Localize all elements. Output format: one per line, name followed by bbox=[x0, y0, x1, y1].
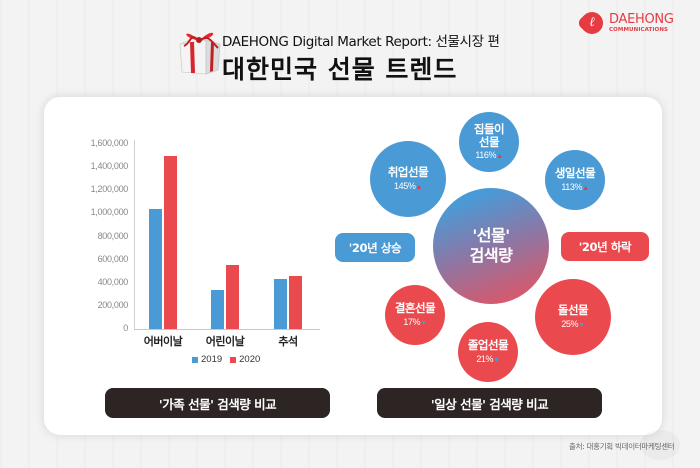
bubble-job-gift: 취업선물 145%▲ bbox=[370, 141, 446, 217]
logo-mark-icon: ℓ bbox=[576, 7, 608, 39]
down-arrow-icon: ▼ bbox=[493, 356, 500, 364]
up-arrow-icon: ▲ bbox=[415, 183, 422, 191]
brand-logo: ℓ DAEHONG COMMUNICATIONS bbox=[576, 7, 674, 39]
bar-2020 bbox=[226, 265, 239, 329]
y-tick-label: 1,400,000 bbox=[90, 161, 129, 172]
legend-item-2019: 2019 bbox=[192, 354, 222, 365]
down-arrow-icon: ▼ bbox=[578, 321, 585, 329]
bubble-wedding-gift: 결혼선물 17%▼ bbox=[385, 285, 445, 345]
bubble-first-birthday-gift: 돌선물 25%▼ bbox=[535, 279, 611, 355]
up-arrow-icon: ▲ bbox=[496, 153, 503, 161]
content-panel bbox=[44, 97, 662, 435]
family-gift-caption: '가족 선물' 검색량 비교 bbox=[105, 388, 330, 418]
logo-name: DAEHONG bbox=[609, 11, 674, 27]
report-subtitle: DAEHONG Digital Market Report: 선물시장 편 bbox=[222, 34, 500, 50]
fall-label: '20년 하락 bbox=[561, 232, 649, 261]
bubble-housewarming-gift: 집들이 선물 116%▲ bbox=[459, 112, 519, 172]
y-tick-label: 800,000 bbox=[97, 230, 129, 241]
up-arrow-icon: ▲ bbox=[582, 184, 589, 192]
bubble-graduation-gift: 졸업선물 21%▼ bbox=[458, 322, 518, 382]
bar-2019 bbox=[274, 279, 287, 329]
chart-legend: 2019 2020 bbox=[192, 354, 260, 365]
bar-2020 bbox=[164, 155, 177, 329]
legend-swatch-red bbox=[230, 356, 237, 363]
bar-2020 bbox=[289, 276, 302, 329]
center-bubble: '선물' 검색량 bbox=[433, 188, 549, 304]
down-arrow-icon: ▼ bbox=[420, 319, 427, 327]
legend-swatch-blue bbox=[192, 356, 198, 363]
header: DAEHONG Digital Market Report: 선물시장 편 대한… bbox=[0, 0, 700, 90]
y-axis bbox=[134, 140, 135, 330]
source-credit: 출처: 대홍기획 빅데이터마케팅센터 bbox=[569, 442, 675, 451]
gift-box-icon bbox=[179, 32, 221, 75]
x-tick-label: 추석 bbox=[278, 335, 298, 348]
x-tick-label: 어버이날 bbox=[143, 335, 183, 348]
y-tick-label: 1,200,000 bbox=[90, 184, 129, 195]
bar-2019 bbox=[149, 208, 162, 329]
x-tick-label: 어린이날 bbox=[205, 335, 245, 348]
y-tick-label: 400,000 bbox=[97, 276, 129, 287]
page-title: 대한민국 선물 트렌드 bbox=[222, 55, 458, 84]
bubble-birthday-gift: 생일선물 113%▲ bbox=[545, 150, 605, 210]
y-tick-label: 1,600,000 bbox=[90, 138, 129, 148]
daily-gift-caption: '일상 선물' 검색량 비교 bbox=[377, 388, 602, 418]
y-tick-label: 0 bbox=[123, 323, 128, 333]
rise-label: '20년 상승 bbox=[335, 233, 415, 262]
legend-item-2020: 2020 bbox=[230, 354, 260, 365]
y-tick-label: 200,000 bbox=[97, 299, 129, 310]
logo-subtitle: COMMUNICATIONS bbox=[609, 26, 669, 33]
x-axis bbox=[134, 329, 320, 330]
y-tick-label: 600,000 bbox=[97, 253, 129, 264]
y-tick-label: 1,000,000 bbox=[90, 207, 129, 218]
bar-2019 bbox=[211, 289, 224, 329]
